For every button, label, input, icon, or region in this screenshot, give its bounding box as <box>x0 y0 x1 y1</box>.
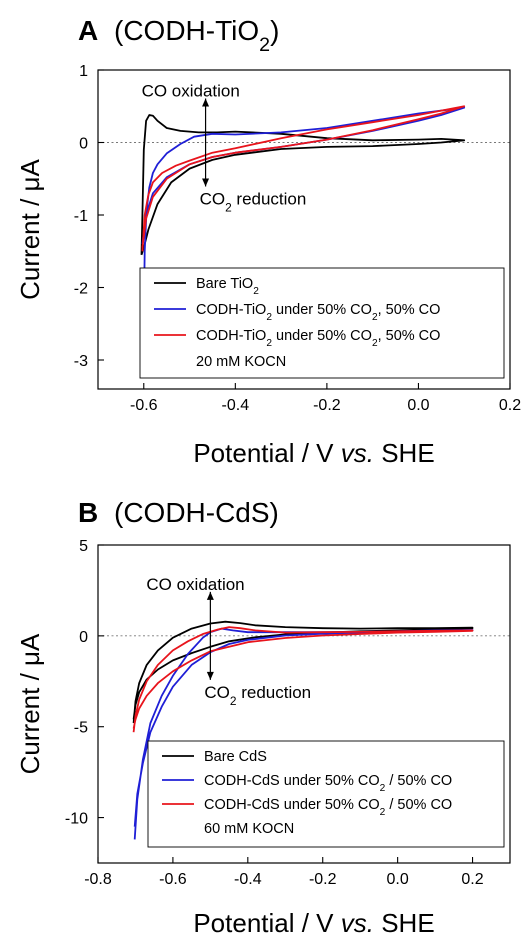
legend-text: / 50% CO <box>385 773 452 789</box>
annotation-co2-reduction: CO2 reduction <box>200 190 307 215</box>
legend-text: 2 <box>372 338 378 349</box>
panel-label: A <box>78 15 98 46</box>
annotation-text: reduction <box>236 683 311 702</box>
legend-text: 2 <box>253 286 259 297</box>
plot-frame <box>97 69 511 390</box>
x-tick-label: 0.2 <box>461 871 483 888</box>
legend-label-1: Bare CdS <box>204 749 267 765</box>
panel-title: (CODH-TiO2) <box>114 15 279 56</box>
x-tick-label: -0.4 <box>222 397 250 414</box>
x-tick-label: -0.6 <box>159 871 187 888</box>
series-line-3 <box>132 626 474 733</box>
annotation-co-oxidation: CO oxidation <box>146 575 244 594</box>
annotation-co-oxidation: CO oxidation <box>142 82 240 101</box>
y-axis-label: Current / μA <box>15 633 45 774</box>
legend-text: 2 <box>372 312 378 323</box>
x-tick-label: -0.6 <box>130 397 158 414</box>
legend-text: / 50% CO <box>385 797 452 813</box>
legend-text: , 50% CO <box>378 302 441 318</box>
legend-text: under 50% CO <box>272 328 372 344</box>
x-axis-label-text: SHE <box>374 908 435 938</box>
annotation-subscript: 2 <box>230 694 237 708</box>
y-tick-label: -2 <box>74 281 88 298</box>
panel-b: B (CODH-CdS) -0.8 -0.6 -0.4 -0.2 0.0 0.2 5 0 -5 -10… <box>15 497 511 938</box>
plot-frame <box>97 544 511 864</box>
legend-text: CODH-TiO <box>196 302 266 318</box>
x-tick-label: -0.2 <box>313 397 341 414</box>
y-tick-label: -5 <box>74 720 88 737</box>
x-tick-label: 0.2 <box>499 397 521 414</box>
y-tick-label: 0 <box>79 629 88 646</box>
x-axis-label-italic: vs. <box>341 908 374 938</box>
panel-a: A (CODH-TiO2)-0.6 -0.4 -0.2 0.0 0.210-1-2-3Po… <box>15 15 521 468</box>
y-axis-label: Current / μA <box>15 159 45 300</box>
x-axis-label-italic: vs. <box>341 438 374 468</box>
series-line-1 <box>132 620 474 724</box>
title-text: (CODH-TiO <box>114 15 259 46</box>
x-tick-label: -0.4 <box>234 871 262 888</box>
y-tick-label: -1 <box>74 208 88 225</box>
annotation-text: CO <box>200 190 226 209</box>
x-axis-label: Potential / V vs. SHE <box>193 438 434 468</box>
x-axis-label-text: Potential / V <box>193 908 340 938</box>
legend-label-3: CODH-CdS under 50% CO2 / 50% CO <box>204 797 452 818</box>
legend-box <box>147 740 505 848</box>
legend-text: CODH-CdS under 50% CO <box>204 773 380 789</box>
panel-label: B <box>78 497 98 528</box>
legend-label-2: CODH-TiO2 under 50% CO2, 50% CO <box>196 302 440 323</box>
annotation-arrow-up <box>206 591 214 600</box>
panel-title: (CODH-CdS) <box>114 497 279 528</box>
y-tick-label: 0 <box>79 136 88 153</box>
title-subscript: 2 <box>259 34 270 56</box>
x-tick-label: 0.0 <box>387 871 409 888</box>
legend-text: 2 <box>380 807 386 818</box>
x-axis-label-text: Potential / V <box>193 438 340 468</box>
x-axis-label-text: SHE <box>374 438 435 468</box>
annotation-arrow-down <box>202 178 210 187</box>
legend-text: 2 <box>266 312 272 323</box>
annotation-subscript: 2 <box>225 201 232 215</box>
legend-text: CODH-TiO <box>196 328 266 344</box>
y-tick-label: 5 <box>79 538 88 555</box>
x-axis-label: Potential / V vs. SHE <box>193 908 434 938</box>
legend-text: , 50% CO <box>378 328 441 344</box>
y-tick-label: -3 <box>74 353 88 370</box>
legend-label-1: Bare TiO2 <box>196 276 259 297</box>
legend-box <box>139 267 505 379</box>
series-line-1 <box>140 114 466 256</box>
legend-label-3-line2: 20 mM KOCN <box>196 354 286 370</box>
annotation-co2-reduction: CO2 reduction <box>204 683 311 708</box>
y-tick-label: 1 <box>79 63 88 80</box>
legend-label-2: CODH-CdS under 50% CO2 / 50% CO <box>204 773 452 794</box>
annotation-text: reduction <box>232 190 307 209</box>
legend-text: 2 <box>266 338 272 349</box>
legend-label-3-line2: 60 mM KOCN <box>204 821 294 837</box>
legend-text: Bare TiO <box>196 276 253 292</box>
annotation-arrow-up <box>202 98 210 107</box>
x-tick-label: -0.8 <box>84 871 112 888</box>
annotation-text: CO <box>204 683 230 702</box>
legend-text: 2 <box>380 783 386 794</box>
x-tick-label: 0.0 <box>407 397 429 414</box>
x-tick-label: -0.2 <box>309 871 337 888</box>
series-line-3 <box>141 105 466 252</box>
title-text: (CODH-CdS) <box>114 497 279 528</box>
legend-text: under 50% CO <box>272 302 372 318</box>
annotation-arrow-down <box>206 671 214 680</box>
y-tick-label: -10 <box>65 811 88 828</box>
legend-label-3: CODH-TiO2 under 50% CO2, 50% CO <box>196 328 440 349</box>
legend-text: CODH-CdS under 50% CO <box>204 797 380 813</box>
title-text: ) <box>270 15 279 46</box>
legend-text: Bare CdS <box>204 749 267 765</box>
